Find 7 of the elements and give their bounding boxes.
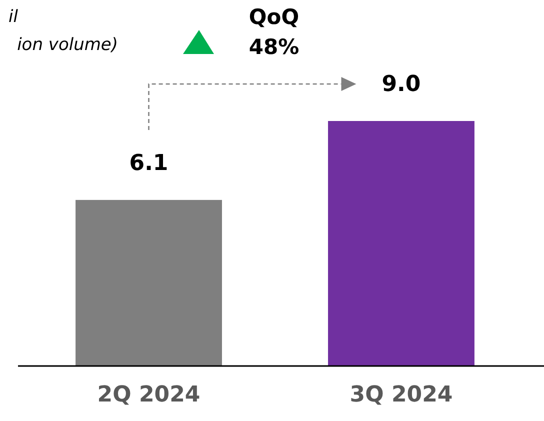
chart-subtitle: ion volume) [17,35,118,55]
x-tick-label: 3Q 2024 [350,382,453,408]
data-label: 6.1 [129,150,168,176]
x-tick-label: 2Q 2024 [97,382,200,408]
chart-title: il [8,7,18,27]
data-label: 9.0 [382,72,421,97]
text: QoQ 48% [248,5,300,59]
